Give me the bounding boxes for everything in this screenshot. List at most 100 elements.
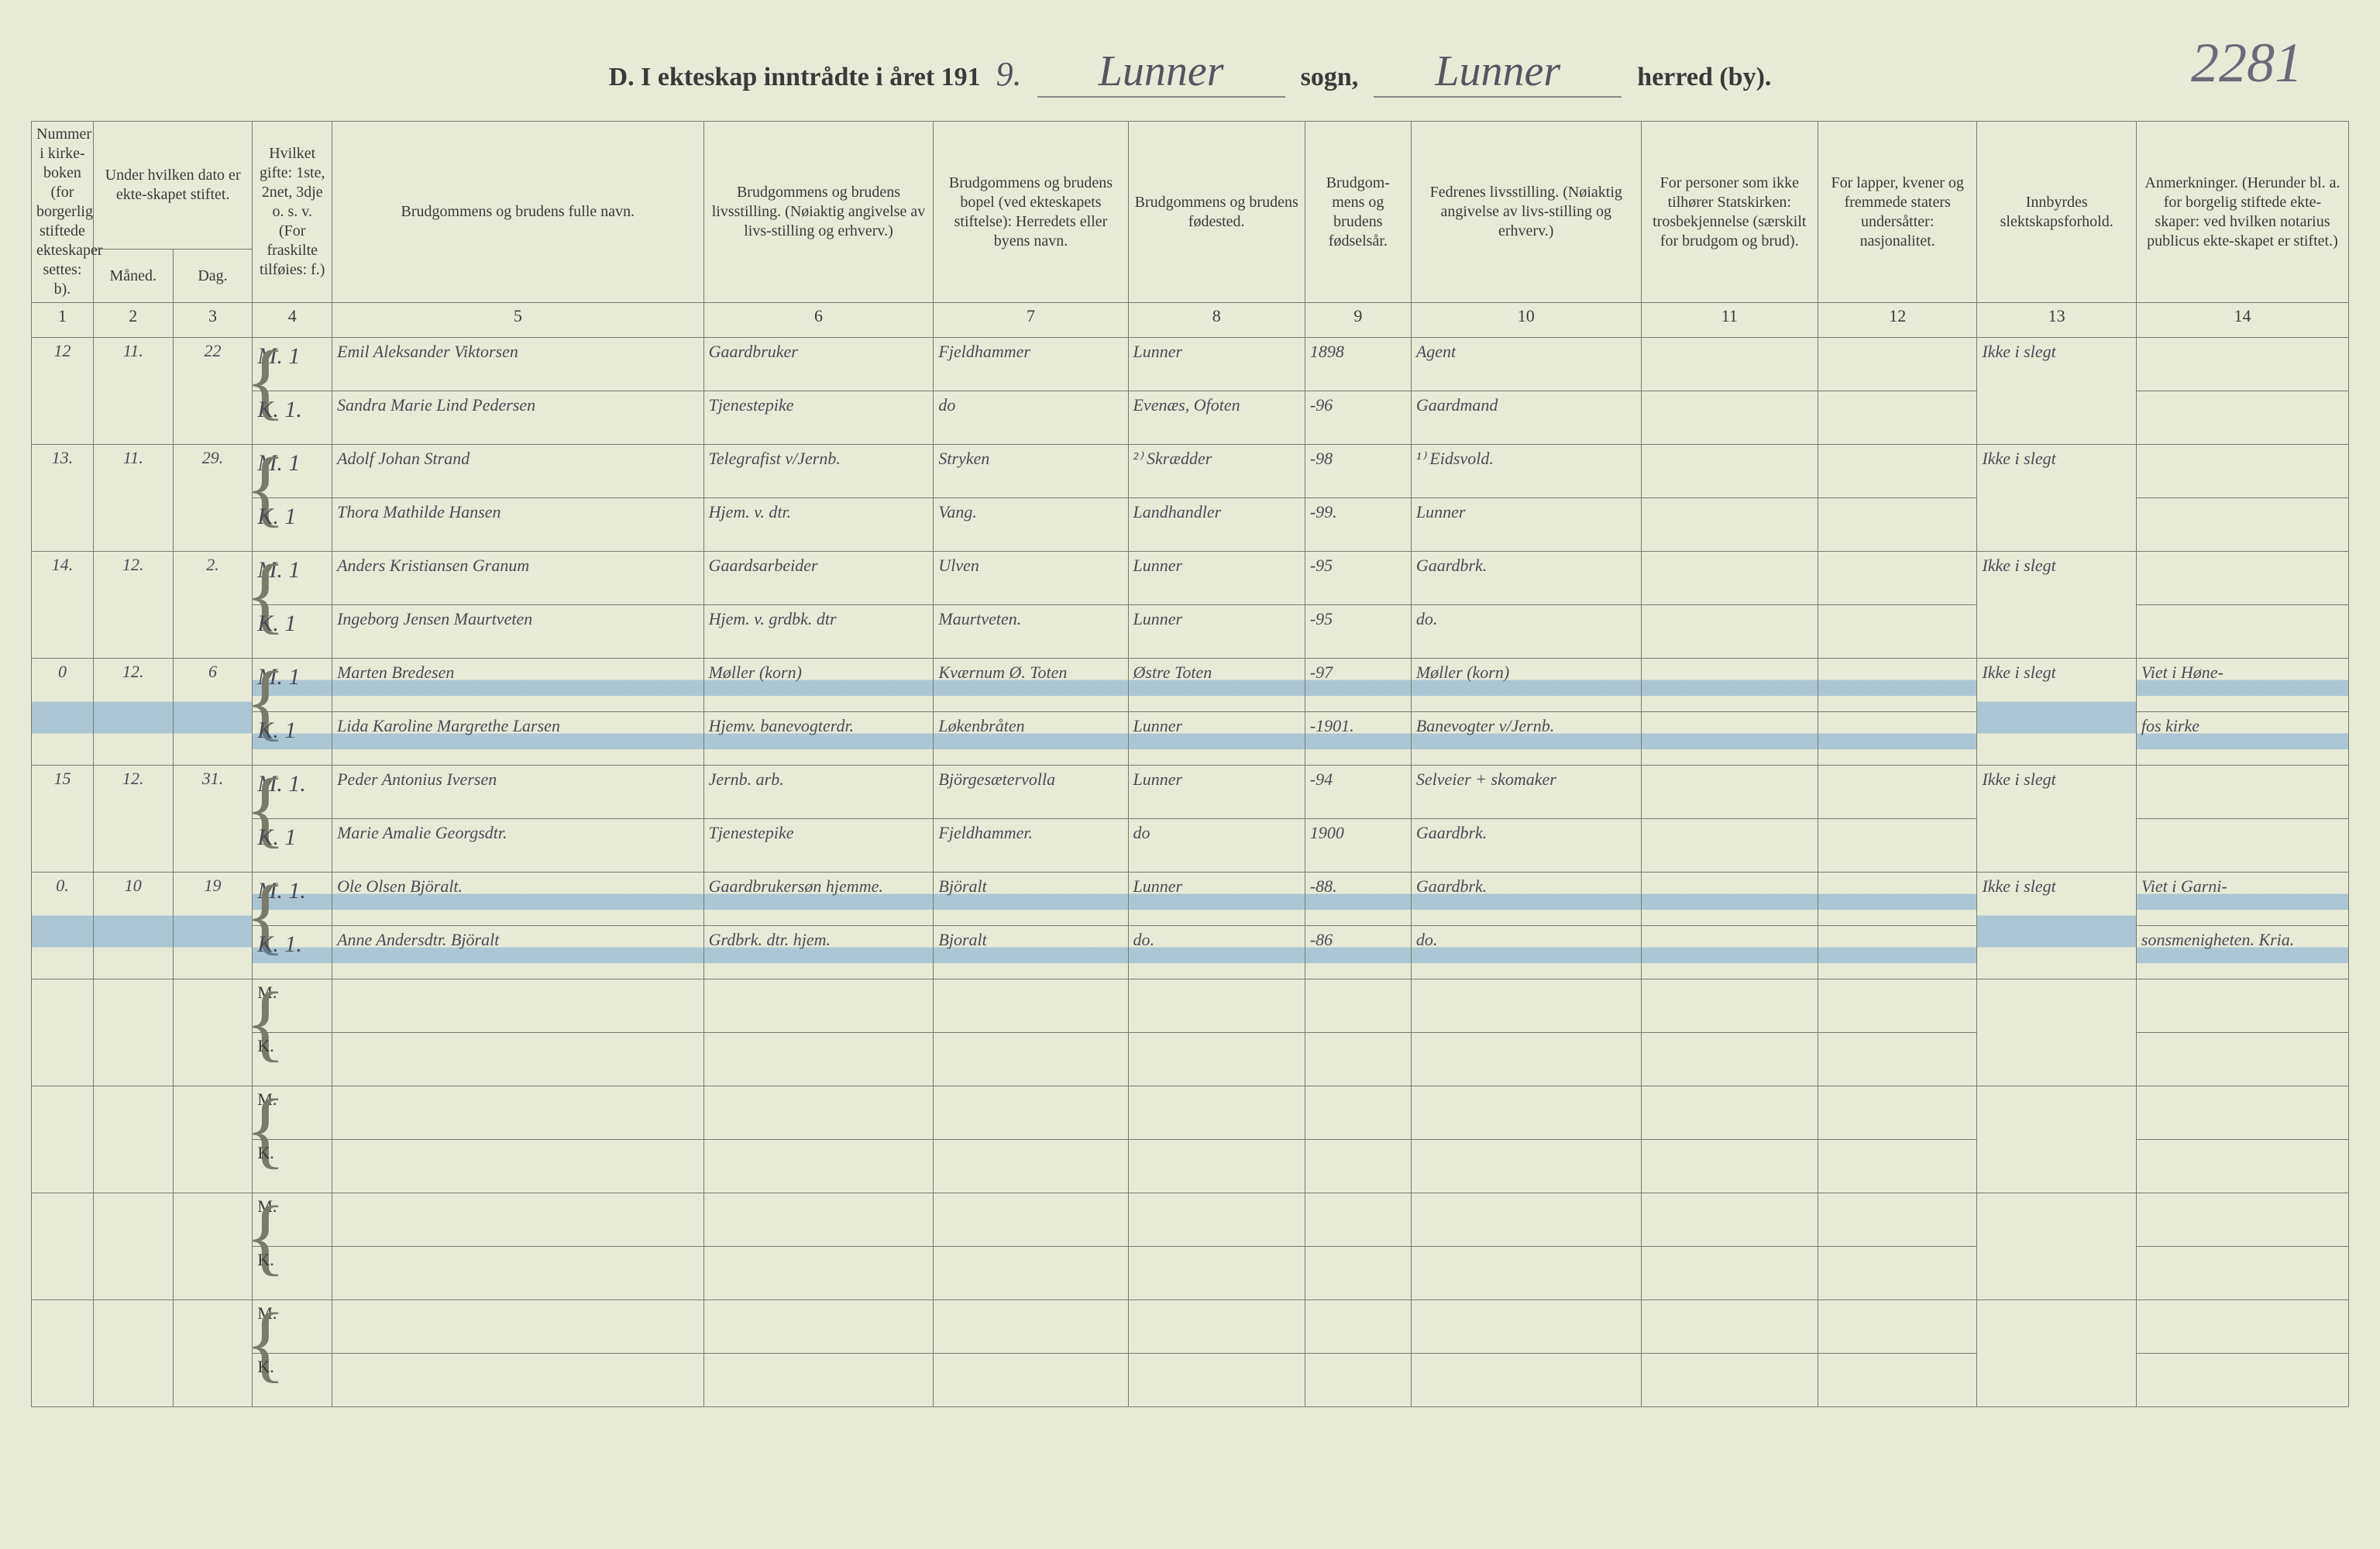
- empty-cell: [1818, 1247, 1976, 1300]
- kinship: Ikke i slegt: [1977, 445, 2136, 552]
- empty-cell: [1641, 1033, 1818, 1086]
- bride-occupation: Tjenestepike: [703, 819, 934, 873]
- month: [93, 1193, 173, 1300]
- entry-number: [32, 1193, 94, 1300]
- empty-cell: [1411, 1354, 1641, 1407]
- day: 6: [173, 659, 253, 766]
- remarks: [2136, 1247, 2348, 1300]
- header-col-11: For personer som ikke tilhører Statskirk…: [1641, 122, 1818, 303]
- remarks: [2136, 766, 2348, 819]
- bride-name: Marie Amalie Georgsdtr.: [332, 819, 703, 873]
- colnum: 11: [1641, 303, 1818, 338]
- groom-birthplace: ²⁾ Skrædder: [1128, 445, 1305, 498]
- bride-father-occupation: Lunner: [1411, 498, 1641, 552]
- record-row-m: 13.11.29.{M. 1Adolf Johan StrandTelegraf…: [32, 445, 2349, 498]
- remarks: [2136, 979, 2348, 1033]
- empty-cell: [934, 1140, 1128, 1193]
- header-col-9: Brudgom-mens og brudens fødselsår.: [1305, 122, 1411, 303]
- empty-cell: [1305, 1140, 1411, 1193]
- header-col-13: Innbyrdes slektskapsforhold.: [1977, 122, 2136, 303]
- empty-cell: [1641, 1086, 1818, 1140]
- empty-cell: [1641, 1193, 1818, 1247]
- empty-cell: [1818, 1140, 1976, 1193]
- groom-birthplace: Lunner: [1128, 766, 1305, 819]
- groom-occupation: Gaardbruker: [703, 338, 934, 391]
- bride-birthplace: do.: [1128, 926, 1305, 979]
- empty-cell: [934, 1354, 1128, 1407]
- remarks: [2136, 1354, 2348, 1407]
- empty-cell: [1641, 1354, 1818, 1407]
- bride-residence: Maurtveten.: [934, 605, 1128, 659]
- col12: [1818, 498, 1976, 552]
- bride-occupation: Tjenestepike: [703, 391, 934, 445]
- empty-cell: [1411, 1300, 1641, 1354]
- bride-birthplace: do: [1128, 819, 1305, 873]
- empty-cell: [934, 1193, 1128, 1247]
- col12: [1818, 445, 1976, 498]
- colnum: 8: [1128, 303, 1305, 338]
- colnum: 1: [32, 303, 94, 338]
- col12: [1818, 605, 1976, 659]
- empty-cell: [934, 1033, 1128, 1086]
- empty-row: {M.: [32, 1300, 2349, 1354]
- groom-residence: Björgesætervolla: [934, 766, 1128, 819]
- title-year-digit: 9.: [996, 54, 1022, 94]
- bride-occupation: Grdbrk. dtr. hjem.: [703, 926, 934, 979]
- bride-birthyear: -96: [1305, 391, 1411, 445]
- col12: [1818, 819, 1976, 873]
- col11: [1641, 338, 1818, 391]
- day: [173, 1193, 253, 1300]
- kinship: [1977, 1300, 2136, 1407]
- header-col-2b: Dag.: [173, 250, 253, 303]
- colnum: 14: [2136, 303, 2348, 338]
- col12: [1818, 873, 1976, 926]
- record-row-m: 0.1019{M. 1.Ole Olsen Björalt.Gaardbruke…: [32, 873, 2349, 926]
- empty-cell: [332, 1140, 703, 1193]
- empty-cell: [1128, 1247, 1305, 1300]
- mk-label-m: {M.: [253, 979, 332, 1033]
- groom-birthyear: 1898: [1305, 338, 1411, 391]
- day: [173, 1086, 253, 1193]
- month: 11.: [93, 338, 173, 445]
- groom-birthyear: -94: [1305, 766, 1411, 819]
- groom-father-occupation: Gaardbrk.: [1411, 873, 1641, 926]
- col11: [1641, 552, 1818, 605]
- empty-cell: [1818, 979, 1976, 1033]
- day: 29.: [173, 445, 253, 552]
- col11: [1641, 498, 1818, 552]
- empty-cell: [1305, 1033, 1411, 1086]
- groom-birthyear: -98: [1305, 445, 1411, 498]
- kinship: [1977, 1086, 2136, 1193]
- empty-cell: [1128, 979, 1305, 1033]
- bride-father-occupation: do.: [1411, 926, 1641, 979]
- kinship: Ikke i slegt: [1977, 552, 2136, 659]
- empty-cell: [332, 1300, 703, 1354]
- mk-label-m: {M.: [253, 1086, 332, 1140]
- remarks: [2136, 605, 2348, 659]
- bride-residence: do: [934, 391, 1128, 445]
- mk-label-m: {M. 1: [253, 552, 332, 605]
- bride-birthplace: Lunner: [1128, 712, 1305, 766]
- register-table: Nummer i kirke-boken (for borgerlig stif…: [31, 121, 2349, 1407]
- header-col-12: For lapper, kvener og fremmede staters u…: [1818, 122, 1976, 303]
- mk-label-k: K.: [253, 1354, 332, 1407]
- empty-cell: [1305, 1193, 1411, 1247]
- bride-birthyear: -86: [1305, 926, 1411, 979]
- header-col-8: Brudgommens og brudens fødested.: [1128, 122, 1305, 303]
- empty-cell: [703, 1193, 934, 1247]
- mk-label-k: K. 1: [253, 712, 332, 766]
- empty-cell: [1818, 1033, 1976, 1086]
- empty-cell: [1305, 1086, 1411, 1140]
- empty-cell: [1128, 1086, 1305, 1140]
- day: 31.: [173, 766, 253, 873]
- entry-number: [32, 1300, 94, 1407]
- empty-row: {M.: [32, 1193, 2349, 1247]
- groom-occupation: Telegrafist v/Jernb.: [703, 445, 934, 498]
- mk-label-k: K. 1: [253, 605, 332, 659]
- empty-cell: [1128, 1193, 1305, 1247]
- month: [93, 979, 173, 1086]
- empty-cell: [1641, 1140, 1818, 1193]
- groom-birthyear: -95: [1305, 552, 1411, 605]
- empty-cell: [703, 1300, 934, 1354]
- bride-residence: Fjeldhammer.: [934, 819, 1128, 873]
